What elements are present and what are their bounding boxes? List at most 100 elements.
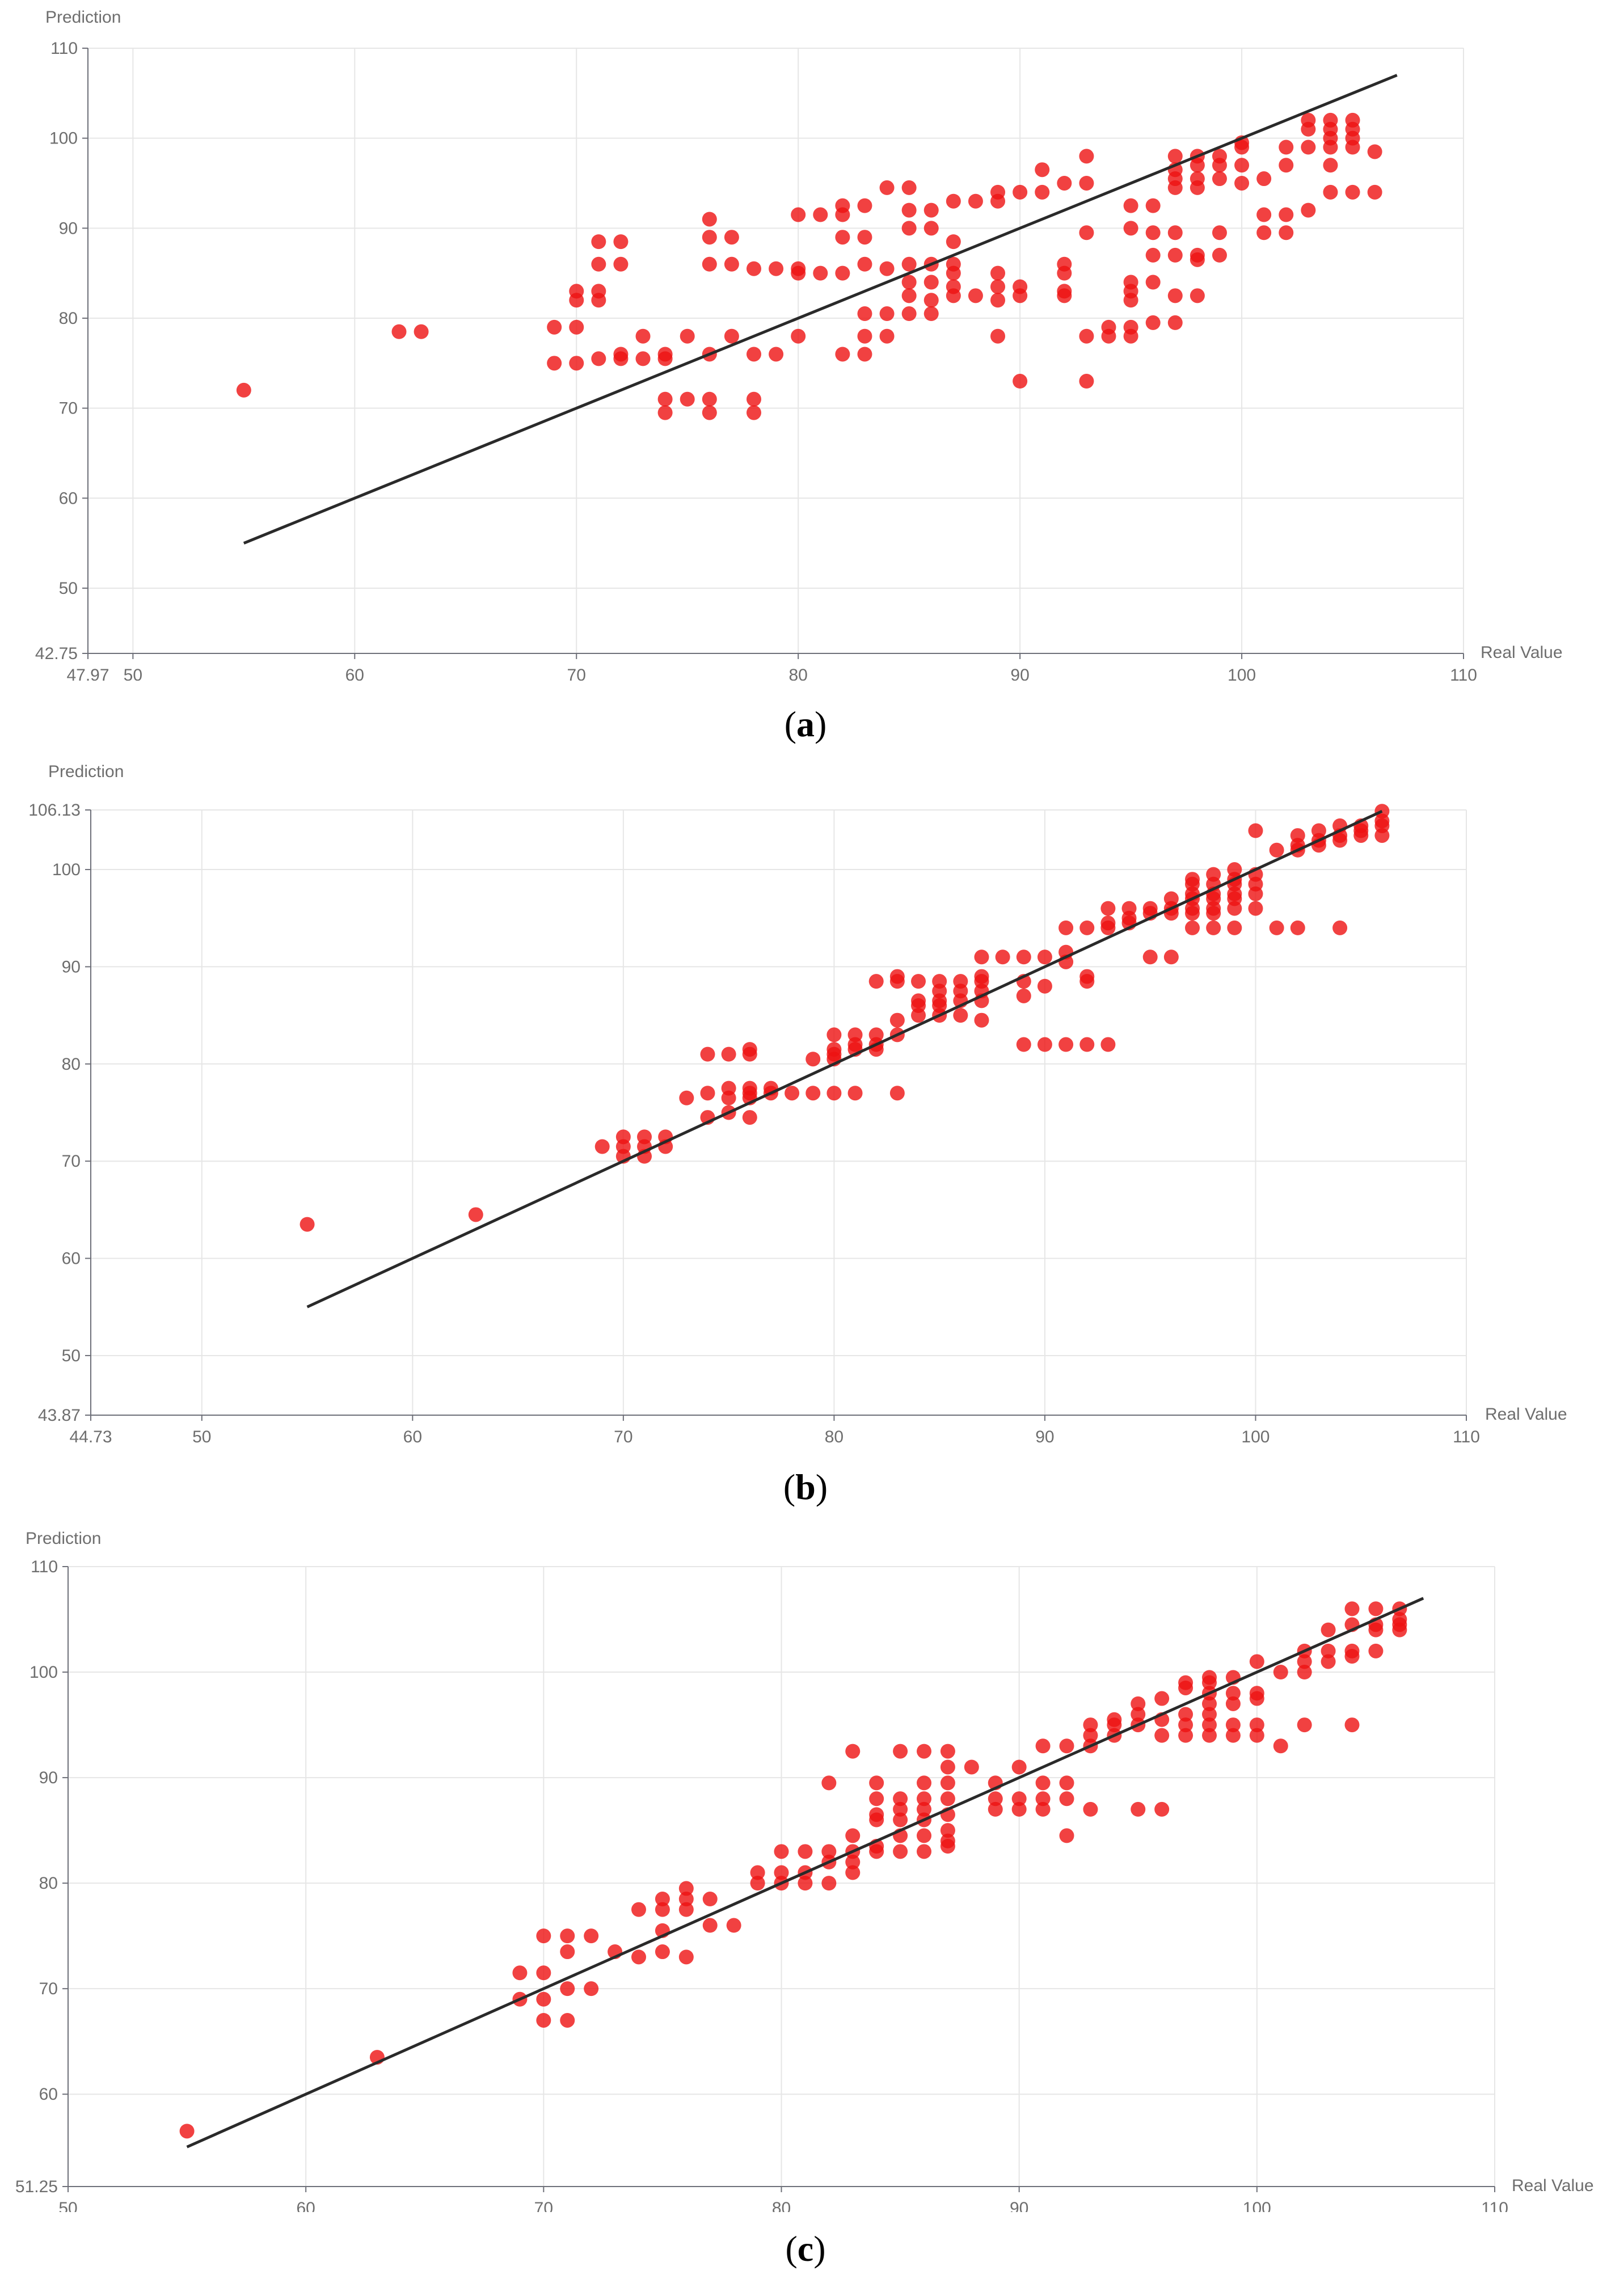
- data-point: [821, 1775, 837, 1791]
- data-point: [901, 306, 917, 322]
- data-point: [1190, 252, 1205, 267]
- data-point: [1083, 1717, 1098, 1733]
- data-point: [813, 265, 828, 281]
- data-point: [791, 207, 806, 222]
- data-point: [1016, 949, 1031, 965]
- data-point: [1345, 140, 1360, 155]
- data-point: [940, 1823, 955, 1838]
- data-point: [1344, 1601, 1360, 1617]
- data-point: [974, 949, 989, 965]
- chart-panel-a: 47.97 50 60 70 80 90 100 110 42.75 50 60 70 80 90 100 1…: [0, 0, 1611, 754]
- data-point: [635, 328, 651, 344]
- data-point: [917, 1828, 931, 1843]
- data-point: [1297, 1665, 1312, 1680]
- data-point: [750, 1876, 765, 1891]
- data-point: [1145, 247, 1161, 263]
- data-point: [1185, 906, 1200, 921]
- y-tick-label: 51.25: [15, 2177, 58, 2196]
- data-point: [1344, 1717, 1360, 1733]
- data-point: [569, 293, 584, 308]
- data-point: [724, 230, 739, 245]
- data-point: [940, 1759, 955, 1775]
- y-tick-label: 90: [39, 1769, 58, 1787]
- data-point: [826, 1027, 842, 1043]
- data-point: [1016, 988, 1031, 1003]
- data-point: [1167, 180, 1183, 195]
- data-point: [1227, 920, 1242, 935]
- x-tick-label: 44.73: [69, 1428, 112, 1446]
- data-point: [835, 230, 850, 245]
- data-point: [774, 1844, 789, 1859]
- data-point: [798, 1876, 813, 1891]
- data-point: [1079, 974, 1095, 989]
- data-point: [990, 265, 1006, 281]
- data-point: [1212, 247, 1227, 263]
- data-point: [845, 1865, 861, 1880]
- data-point: [1290, 920, 1305, 935]
- data-point: [806, 1086, 821, 1101]
- data-point: [857, 306, 872, 322]
- data-point: [1083, 1728, 1098, 1743]
- x-tick-label: 70: [567, 666, 586, 681]
- data-point: [536, 1965, 551, 1981]
- data-point: [702, 391, 717, 407]
- x-tick-label: 80: [772, 2199, 791, 2212]
- data-point: [869, 1812, 884, 1827]
- data-point: [468, 1207, 483, 1222]
- x-tick-label: 60: [296, 2199, 315, 2212]
- y-tick-label: 80: [62, 1055, 81, 1074]
- data-point: [591, 293, 606, 308]
- data-point: [845, 1744, 861, 1759]
- data-point: [1011, 1801, 1027, 1817]
- data-point: [613, 234, 629, 250]
- data-point: [536, 2012, 551, 2028]
- x-tick-label: 70: [534, 2199, 553, 2212]
- x-tick-label: 60: [403, 1428, 422, 1446]
- data-point: [946, 234, 961, 250]
- data-point: [1059, 1775, 1074, 1791]
- data-point: [835, 207, 850, 222]
- x-tick-label: 80: [825, 1428, 844, 1446]
- data-point: [988, 1801, 1003, 1817]
- data-point: [901, 202, 917, 218]
- data-point: [746, 261, 761, 276]
- data-point: [1035, 184, 1050, 200]
- data-point: [923, 202, 939, 218]
- data-point: [857, 347, 872, 362]
- data-point: [813, 207, 828, 222]
- data-point: [680, 391, 695, 407]
- data-point: [1234, 158, 1250, 173]
- data-point: [1145, 225, 1161, 240]
- data-point: [700, 1046, 715, 1062]
- data-point: [917, 1744, 931, 1759]
- y-tick-label: 110: [31, 1558, 58, 1576]
- data-point: [1167, 225, 1183, 240]
- data-point: [835, 265, 850, 281]
- data-point: [300, 1217, 315, 1232]
- data-point: [946, 265, 961, 281]
- data-point: [923, 306, 939, 322]
- data-point: [791, 328, 806, 344]
- data-point: [1079, 328, 1094, 344]
- data-point: [1185, 920, 1200, 935]
- data-point: [806, 1052, 821, 1067]
- data-point: [845, 1828, 861, 1843]
- data-point: [1145, 275, 1161, 290]
- y-tick-label: 100: [52, 860, 81, 879]
- x-tick-label: 110: [1453, 1428, 1480, 1446]
- y-tick-label: 80: [39, 1874, 58, 1893]
- data-point: [1145, 198, 1161, 213]
- data-point: [1202, 1728, 1217, 1743]
- data-point: [1256, 171, 1272, 187]
- data-point: [1368, 1643, 1384, 1658]
- data-point: [1154, 1691, 1170, 1706]
- data-point: [893, 1744, 908, 1759]
- data-point: [1206, 920, 1221, 935]
- data-point: [721, 1090, 736, 1105]
- data-point: [1190, 288, 1205, 303]
- x-tick-label: 60: [345, 666, 364, 681]
- data-point: [1273, 1738, 1288, 1754]
- data-point: [1057, 175, 1072, 191]
- data-point: [1100, 1037, 1116, 1052]
- data-point: [857, 256, 872, 272]
